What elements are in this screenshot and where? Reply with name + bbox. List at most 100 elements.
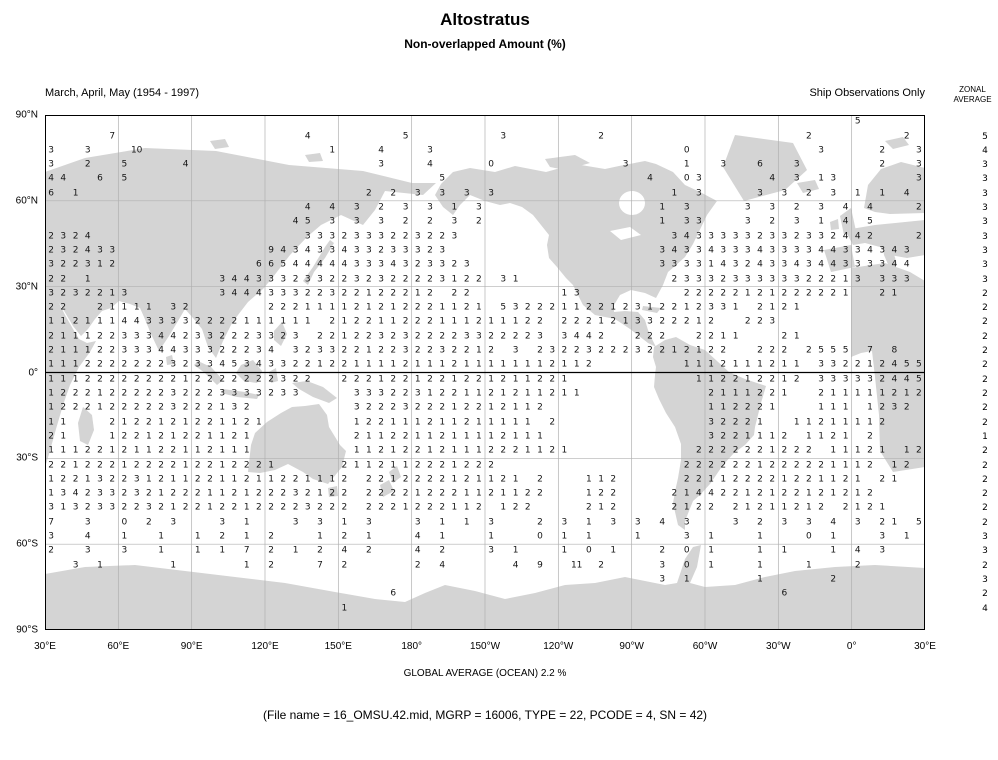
grid-cell-value: 2 xyxy=(109,374,116,385)
grid-cell-value: 4 xyxy=(842,216,849,227)
grid-cell-value: 2 xyxy=(818,417,824,428)
grid-cell-value: 3 xyxy=(292,345,299,356)
grid-cell-value: 2 xyxy=(158,502,164,513)
grid-cell-value: 2 xyxy=(366,402,372,413)
grid-cell-value: 3 xyxy=(170,302,177,313)
grid-cell-value: 3 xyxy=(353,402,360,413)
grid-cell-value: 1 xyxy=(488,431,494,442)
grid-cell-value: 2 xyxy=(683,460,690,470)
grid-cell-value: 1 xyxy=(48,402,54,413)
grid-cell-value: 4 xyxy=(769,173,776,184)
land-new-guinea xyxy=(292,381,337,403)
grid-cell-value: 3 xyxy=(696,245,702,256)
grid-cell-value: 2 xyxy=(97,460,103,470)
grid-cell-value: 3 xyxy=(109,245,116,256)
grid-cell-value: 2 xyxy=(439,460,446,470)
grid-cell-value: 5 xyxy=(304,216,311,227)
grid-cell-value: 2 xyxy=(60,259,67,270)
lon-tick-label: 120°E xyxy=(251,641,279,652)
grid-cell-value: 2 xyxy=(879,402,886,413)
grid-cell-value: 3 xyxy=(292,245,299,256)
land-italy xyxy=(882,241,897,269)
grid-cell-value: 2 xyxy=(488,460,494,470)
grid-cell-value: 1 xyxy=(219,402,226,413)
great-lakes xyxy=(610,227,641,240)
grid-cell-value: 6 xyxy=(256,259,262,270)
grid-cell-value: 2 xyxy=(524,488,531,499)
grid-cell-value: 3 xyxy=(634,316,641,327)
grid-cell-value: 2 xyxy=(463,402,470,413)
grid-cell-value: 2 xyxy=(414,345,421,356)
grid-cell-value: 2 xyxy=(537,474,543,485)
grid-cell-value: 4 xyxy=(696,488,702,499)
grid-cell-value: 2 xyxy=(427,402,433,413)
grid-cell-value: 2 xyxy=(427,316,433,327)
grid-cell-value: 2 xyxy=(84,445,91,456)
grid-cell-value: 3 xyxy=(427,202,433,213)
grid-cell-value: 5 xyxy=(830,345,837,356)
grid-cell-value: 1 xyxy=(708,560,714,571)
plot-area: 5 7 4 5 3 2 2 2 3 3 10 1 4 3 0 3 2 3 3 2 5 4 3 4 0 3 1 3 6 3 2 3 4 4 6 5 5 4 0… xyxy=(45,115,925,630)
grid-cell-value: 3 xyxy=(304,231,311,242)
grid-cell-value: 2 xyxy=(427,331,433,342)
grid-cell-value: 1 xyxy=(659,202,666,213)
grid-cell-value: 1 xyxy=(757,431,763,442)
grid-cell-value: 1 xyxy=(476,417,482,428)
grid-cell-value: 1 xyxy=(414,488,421,499)
grid-cell-value: 1 xyxy=(97,560,103,571)
grid-cell-value: 2 xyxy=(402,302,409,313)
grid-cell-value: 3 xyxy=(696,173,702,184)
lat-tick-label: 90°N xyxy=(15,109,38,121)
grid-cell-value: 2 xyxy=(194,474,201,485)
grid-cell-value: 1 xyxy=(60,374,67,385)
file-caption: (File name = 16_OMSU.42.mid, MGRP = 1600… xyxy=(262,708,708,722)
grid-cell-value: 3 xyxy=(806,259,812,270)
grid-cell-value: 3 xyxy=(769,259,776,270)
grid-cell-value: 2 xyxy=(879,517,886,528)
grid-cell-value: 2 xyxy=(146,488,152,499)
grid-cell-value: 4 xyxy=(341,245,348,256)
grid-cell-value: 2 xyxy=(219,345,226,356)
grid-cell-value: 3 xyxy=(378,388,384,399)
grid-cell-value: 5 xyxy=(916,374,922,385)
grid-cell-value: 2 xyxy=(84,502,91,513)
grid-cell-value: 2 xyxy=(659,316,666,327)
grid-cell-value: 3 xyxy=(879,545,886,556)
grid-cell-value: 2 xyxy=(194,488,201,499)
grid-cell-value: 3 xyxy=(708,417,714,428)
grid-cell-value: 1 xyxy=(414,374,421,385)
grid-cell-value: 2 xyxy=(549,359,556,370)
grid-cell-value: 2 xyxy=(231,431,238,442)
grid-cell-value: 5 xyxy=(916,517,922,528)
grid-cell-value: 1 xyxy=(830,445,837,456)
grid-cell-value: 2 xyxy=(744,402,751,413)
grid-cell-value: 2 xyxy=(879,159,886,170)
grid-cell-value: 1 xyxy=(451,374,458,385)
grid-cell-value: 3 xyxy=(683,517,690,528)
grid-cell-value: 2 xyxy=(378,402,384,413)
grid-cell-value: 5 xyxy=(916,359,922,370)
grid-cell-value: 4 xyxy=(830,517,837,528)
grid-cell-value: 3 xyxy=(708,231,714,242)
grid-cell-value: 7 xyxy=(867,345,873,356)
grid-cell-value: 1 xyxy=(696,345,702,356)
grid-cell-value: 2 xyxy=(634,331,641,342)
grid-cell-value: 1 xyxy=(879,388,886,399)
grid-cell-value: 3 xyxy=(769,274,776,284)
grid-cell-value: 2 xyxy=(292,474,299,485)
grid-cell-value: 1 xyxy=(60,359,67,370)
grid-cell-value: 2 xyxy=(84,460,91,470)
grid-cell-value: 3 xyxy=(561,331,568,342)
grid-cell-value: 2 xyxy=(170,417,177,428)
grid-cell-value: 2 xyxy=(903,131,910,141)
grid-cell-value: 3 xyxy=(781,231,788,242)
grid-cell-value: 1 xyxy=(561,302,568,313)
grid-cell-value: 1 xyxy=(854,445,861,456)
lon-tick-label: 120°W xyxy=(543,641,574,652)
grid-cell-value: 2 xyxy=(610,488,617,499)
grid-cell-value: 2 xyxy=(366,545,372,556)
grid-cell-value: 2 xyxy=(708,288,714,299)
grid-cell-value: 1 xyxy=(524,388,531,399)
grid-cell-value: 2 xyxy=(696,288,702,299)
grid-cell-value: 2 xyxy=(231,316,238,327)
